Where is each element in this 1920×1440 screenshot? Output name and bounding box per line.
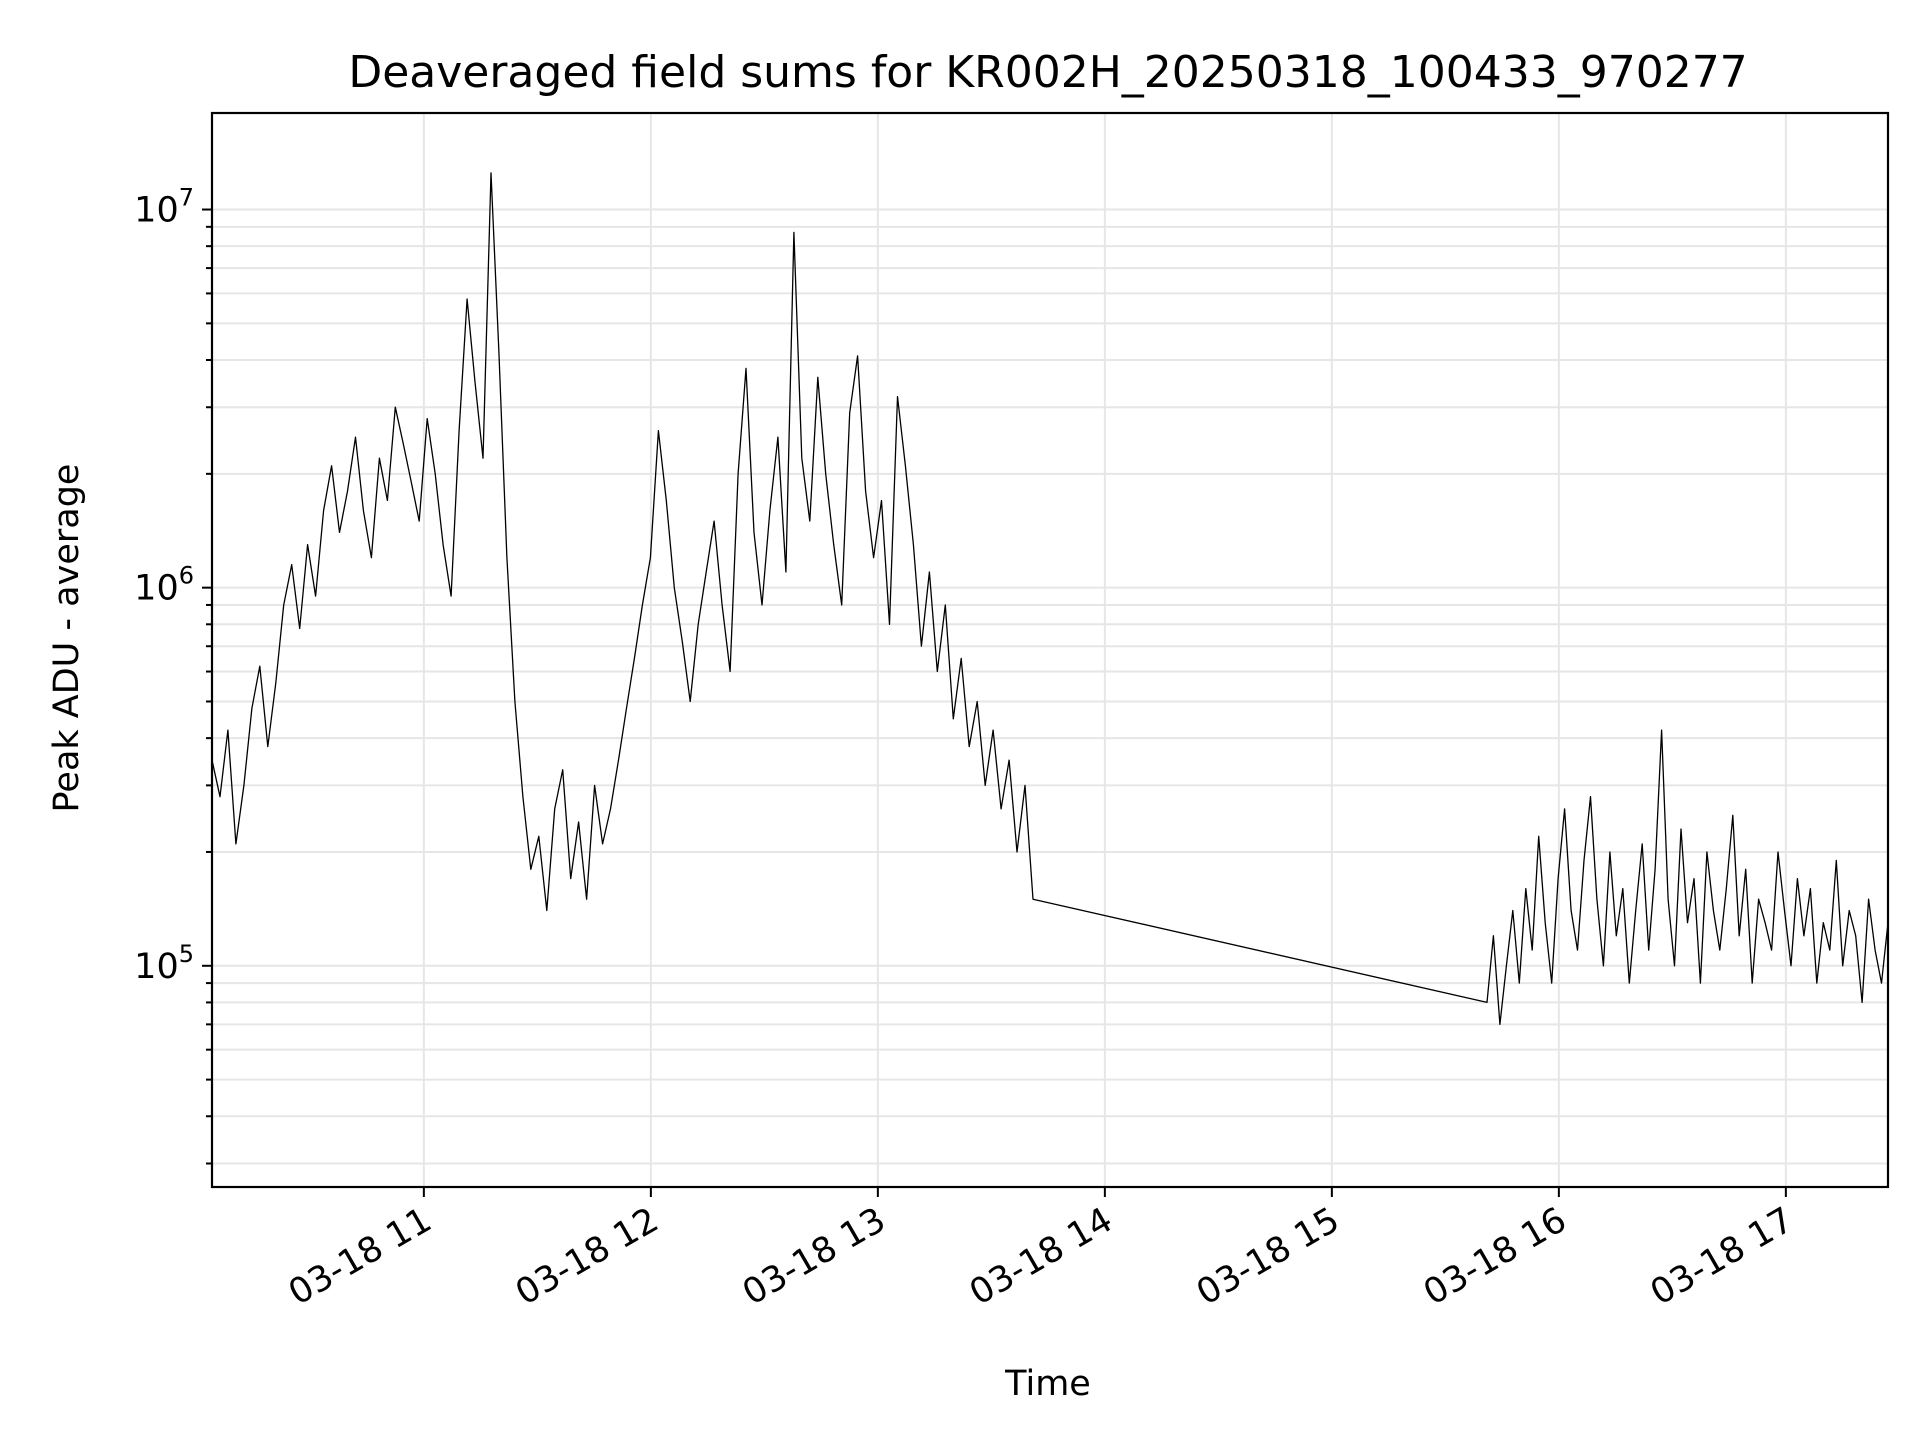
x-axis-label: Time [1004, 1364, 1091, 1404]
x-axis-ticks: 03-18 11 03-18 12 03-18 13 03-18 14 03-18 15… [282, 1187, 1800, 1313]
y-tick-label: 106 [134, 562, 194, 609]
x-tick-label: 03-18 15 [1190, 1200, 1346, 1313]
x-tick-label: 03-18 16 [1417, 1200, 1573, 1313]
y-tick-label: 105 [134, 940, 194, 987]
x-tick-label: 03-18 17 [1644, 1200, 1800, 1313]
y-tick-label: 107 [134, 184, 194, 231]
x-tick-label: 03-18 11 [282, 1200, 438, 1313]
series-line [211, 172, 1889, 1026]
y-axis-label: Peak ADU - average [47, 464, 87, 813]
chart-title: Deaveraged field sums for KR002H_2025031… [348, 47, 1747, 98]
grid [212, 113, 1888, 1187]
plot-frame [210, 111, 1890, 1189]
x-tick-label: 03-18 14 [963, 1200, 1119, 1313]
y-axis-ticks: 105 106 107 [134, 184, 212, 1165]
x-tick-label: 03-18 12 [509, 1200, 665, 1313]
series-layer [211, 172, 1889, 1026]
x-tick-label: 03-18 13 [736, 1200, 892, 1313]
